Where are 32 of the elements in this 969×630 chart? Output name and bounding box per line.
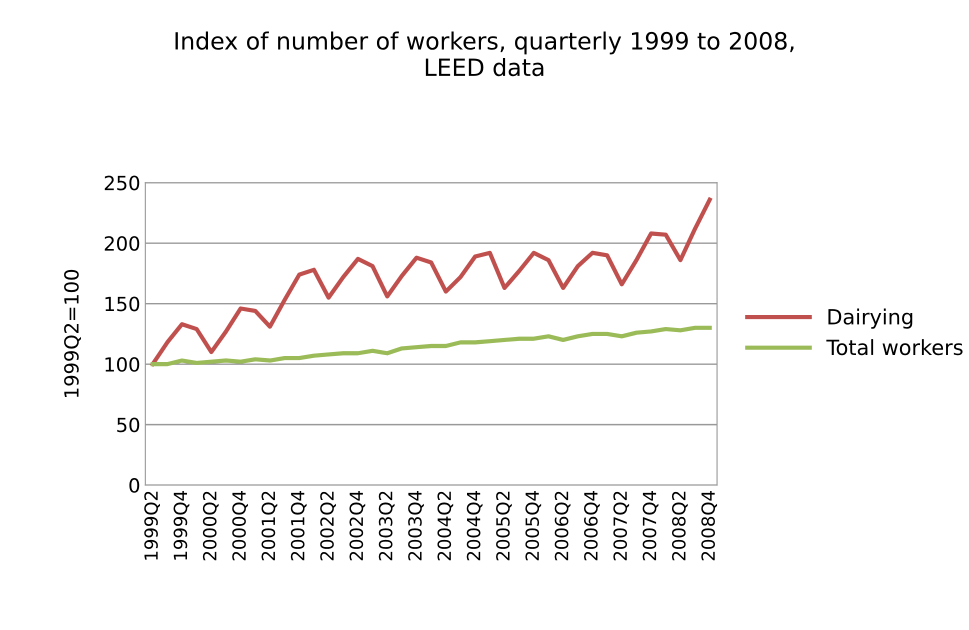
legend-label: Total workers <box>826 339 963 356</box>
x-tick-label: 2006Q2 <box>554 492 570 560</box>
y-tick-label: 250 <box>104 176 140 190</box>
line-series <box>150 198 712 366</box>
x-tick-label: 2003Q4 <box>408 490 424 560</box>
x-tick-label: 1999Q2 <box>144 492 160 560</box>
line-series <box>150 326 712 366</box>
x-tick-label: 2004Q2 <box>437 492 454 560</box>
x-tick-label: 2002Q2 <box>320 492 336 560</box>
x-tick-label: 2008Q4 <box>701 490 718 560</box>
x-tick-label: 2005Q2 <box>496 492 512 560</box>
x-tick-label: 2001Q2 <box>262 492 278 560</box>
x-tick-label: 2008Q2 <box>672 492 688 560</box>
x-tick-label: 2000Q4 <box>232 490 248 560</box>
x-tick-label: 2006Q4 <box>584 490 600 560</box>
x-tick-label: 2007Q2 <box>613 492 630 560</box>
y-tick-label: 0 <box>129 478 140 493</box>
y-tick-label: 150 <box>106 296 140 312</box>
y-tick-label: 200 <box>104 236 140 251</box>
x-tick-label: 2000Q2 <box>202 492 219 560</box>
y-axis-title: 1999Q2=100 <box>64 270 82 398</box>
x-tick-label: 2004Q4 <box>466 490 482 560</box>
legend-label: Dairying <box>828 308 912 329</box>
x-tick-label: 2003Q2 <box>378 492 395 560</box>
y-tick-label: 50 <box>117 418 140 432</box>
x-tick-label: 1999Q4 <box>174 490 190 560</box>
y-tick-label: 100 <box>106 357 140 372</box>
x-tick-label: 2002Q4 <box>349 490 366 560</box>
chart-title: Index of number of workers, quarterly 1999 to 2008, LEED data <box>176 32 794 76</box>
x-tick-label: 2005Q4 <box>525 490 542 560</box>
x-tick-label: 2001Q4 <box>290 490 307 560</box>
x-tick-label: 2007Q4 <box>642 490 658 560</box>
